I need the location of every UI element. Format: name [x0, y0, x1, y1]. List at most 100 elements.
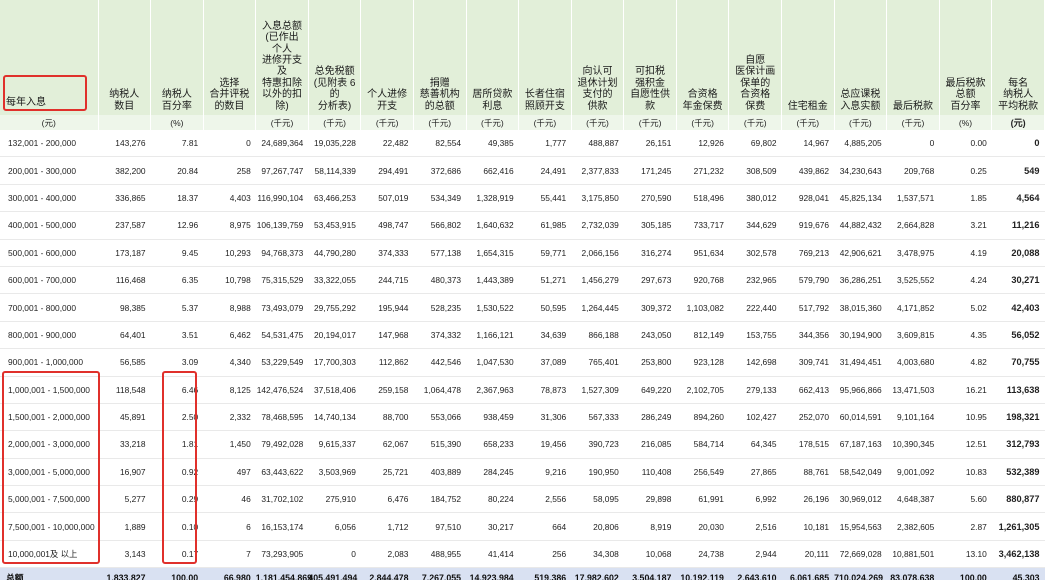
table-cell: 37,089: [518, 348, 572, 377]
table-cell: 6.46: [150, 376, 204, 404]
table-cell: 6,462: [203, 321, 256, 350]
table-cell: 142,698: [728, 348, 782, 377]
table-cell: 662,416: [466, 156, 519, 185]
income-bracket-cell: 1,500,001 - 2,000,000: [0, 403, 98, 432]
total-row: 总额 1,833,827 100.00 66,980 1,181,454,869 405,…: [0, 567, 1045, 580]
table-cell: 1,450: [203, 430, 256, 459]
table-cell: 44,790,280: [308, 239, 361, 267]
table-cell: 3,503,969: [308, 458, 361, 487]
table-cell: 73,493,079: [255, 293, 309, 322]
table-cell: 64,345: [728, 430, 782, 459]
table-cell: 662,413: [781, 376, 835, 404]
table-cell: 61,985: [518, 211, 572, 240]
table-cell: 488,955: [413, 540, 467, 569]
table-cell: 60,014,591: [834, 403, 887, 432]
table-cell: 2,102,705: [676, 376, 729, 404]
table-cell: 733,717: [676, 211, 729, 240]
table-cell: 1,527,309: [571, 376, 624, 404]
table-cell: 67,187,163: [834, 430, 887, 459]
column-header-15: 总应课税 入息实额: [834, 0, 888, 115]
table-cell: 8,919: [623, 512, 677, 541]
table-cell: 216,085: [623, 430, 677, 459]
table-cell: 88,761: [781, 458, 835, 487]
table-cell: 0: [886, 130, 940, 158]
income-bracket-cell: 500,001 - 600,000: [0, 239, 98, 267]
table-cell: 649,220: [623, 376, 677, 404]
table-cell: 113,638: [991, 376, 1045, 404]
table-cell: 253,800: [623, 348, 677, 377]
table-cell: 33,322,055: [308, 266, 361, 295]
table-cell: 1,456,279: [571, 266, 624, 295]
total-label: 总额: [0, 567, 98, 580]
column-header-18: 每名 纳税人 平均税款: [991, 0, 1045, 115]
table-cell: 82,554: [413, 130, 467, 158]
table-cell: 5.02: [939, 293, 992, 322]
table-cell: 80,224: [466, 485, 519, 514]
table-cell: 380,012: [728, 184, 782, 213]
table-cell: 20,806: [571, 512, 624, 541]
table-cell: 284,245: [466, 458, 519, 487]
table-cell: 10.83: [939, 458, 992, 487]
table-cell: 258: [203, 156, 256, 185]
table-cell: 20.84: [150, 156, 204, 185]
table-cell: 938,459: [466, 403, 519, 432]
unit-cell-0: (元): [0, 115, 99, 130]
table-cell: 4,003,680: [886, 348, 940, 377]
table-cell: 3,525,552: [886, 266, 940, 295]
table-cell: 18.37: [150, 184, 204, 213]
column-header-10: 向认可 退休计划 支付的 供款: [571, 0, 625, 115]
table-cell: 12,926: [676, 130, 729, 158]
table-cell: 106,139,759: [255, 211, 309, 240]
table-row: 300,001 - 400,000 336,865 18.37 4,403 116,99…: [0, 184, 1045, 213]
total-cell: 2,844,478: [360, 567, 414, 580]
table-cell: 2,944: [728, 540, 782, 569]
total-cell: 100.00: [150, 567, 204, 580]
table-cell: 566,802: [413, 211, 467, 240]
table-cell: 1,654,315: [466, 239, 519, 267]
table-cell: 20,111: [781, 540, 835, 569]
table-cell: 12.96: [150, 211, 204, 240]
table-cell: 3,462,138: [991, 540, 1045, 569]
total-cell: 14,923,984: [466, 567, 519, 580]
table-cell: 54,531,475: [255, 321, 309, 350]
table-cell: 2,083: [360, 540, 414, 569]
table-cell: 27,865: [728, 458, 782, 487]
table-cell: 259,158: [360, 376, 414, 404]
table-cell: 2,516: [728, 512, 782, 541]
table-cell: 53,453,915: [308, 211, 361, 240]
table-cell: 243,050: [623, 321, 677, 350]
table-cell: 10,293: [203, 239, 256, 267]
table-cell: 0.00: [939, 130, 992, 158]
table-cell: 3.09: [150, 348, 204, 377]
table-cell: 309,741: [781, 348, 835, 377]
unit-cell-8: (千元): [466, 115, 520, 130]
unit-cell-5: (千元): [308, 115, 362, 130]
table-cell: 1,712: [360, 512, 414, 541]
table-cell: 271,232: [676, 156, 729, 185]
column-header-17: 最后税款 总额 百分率: [939, 0, 993, 115]
unit-cell-11: (千元): [623, 115, 677, 130]
table-cell: 51,271: [518, 266, 572, 295]
table-cell: 534,349: [413, 184, 467, 213]
total-cell: 10,192,119: [676, 567, 729, 580]
table-cell: 116,990,104: [255, 184, 309, 213]
table-cell: 63,466,253: [308, 184, 361, 213]
table-cell: 15,954,563: [834, 512, 887, 541]
table-cell: 0.29: [150, 485, 204, 514]
table-cell: 97,510: [413, 512, 467, 541]
table-cell: 25,721: [360, 458, 414, 487]
table-cell: 4,885,205: [834, 130, 887, 158]
table-cell: 14,740,134: [308, 403, 361, 432]
table-row: 200,001 - 300,000 382,200 20.84 258 97,267,7…: [0, 156, 1045, 185]
table-cell: 20,088: [991, 239, 1045, 267]
table-cell: 50,595: [518, 293, 572, 322]
table-cell: 34,308: [571, 540, 624, 569]
table-cell: 34,230,643: [834, 156, 887, 185]
table-row: 132,001 - 200,000 143,276 7.81 0 24,689,364 1…: [0, 130, 1045, 158]
table-cell: 1,166,121: [466, 321, 519, 350]
table-cell: 919,676: [781, 211, 835, 240]
table-cell: 1,640,632: [466, 211, 519, 240]
table-cell: 1,530,522: [466, 293, 519, 322]
